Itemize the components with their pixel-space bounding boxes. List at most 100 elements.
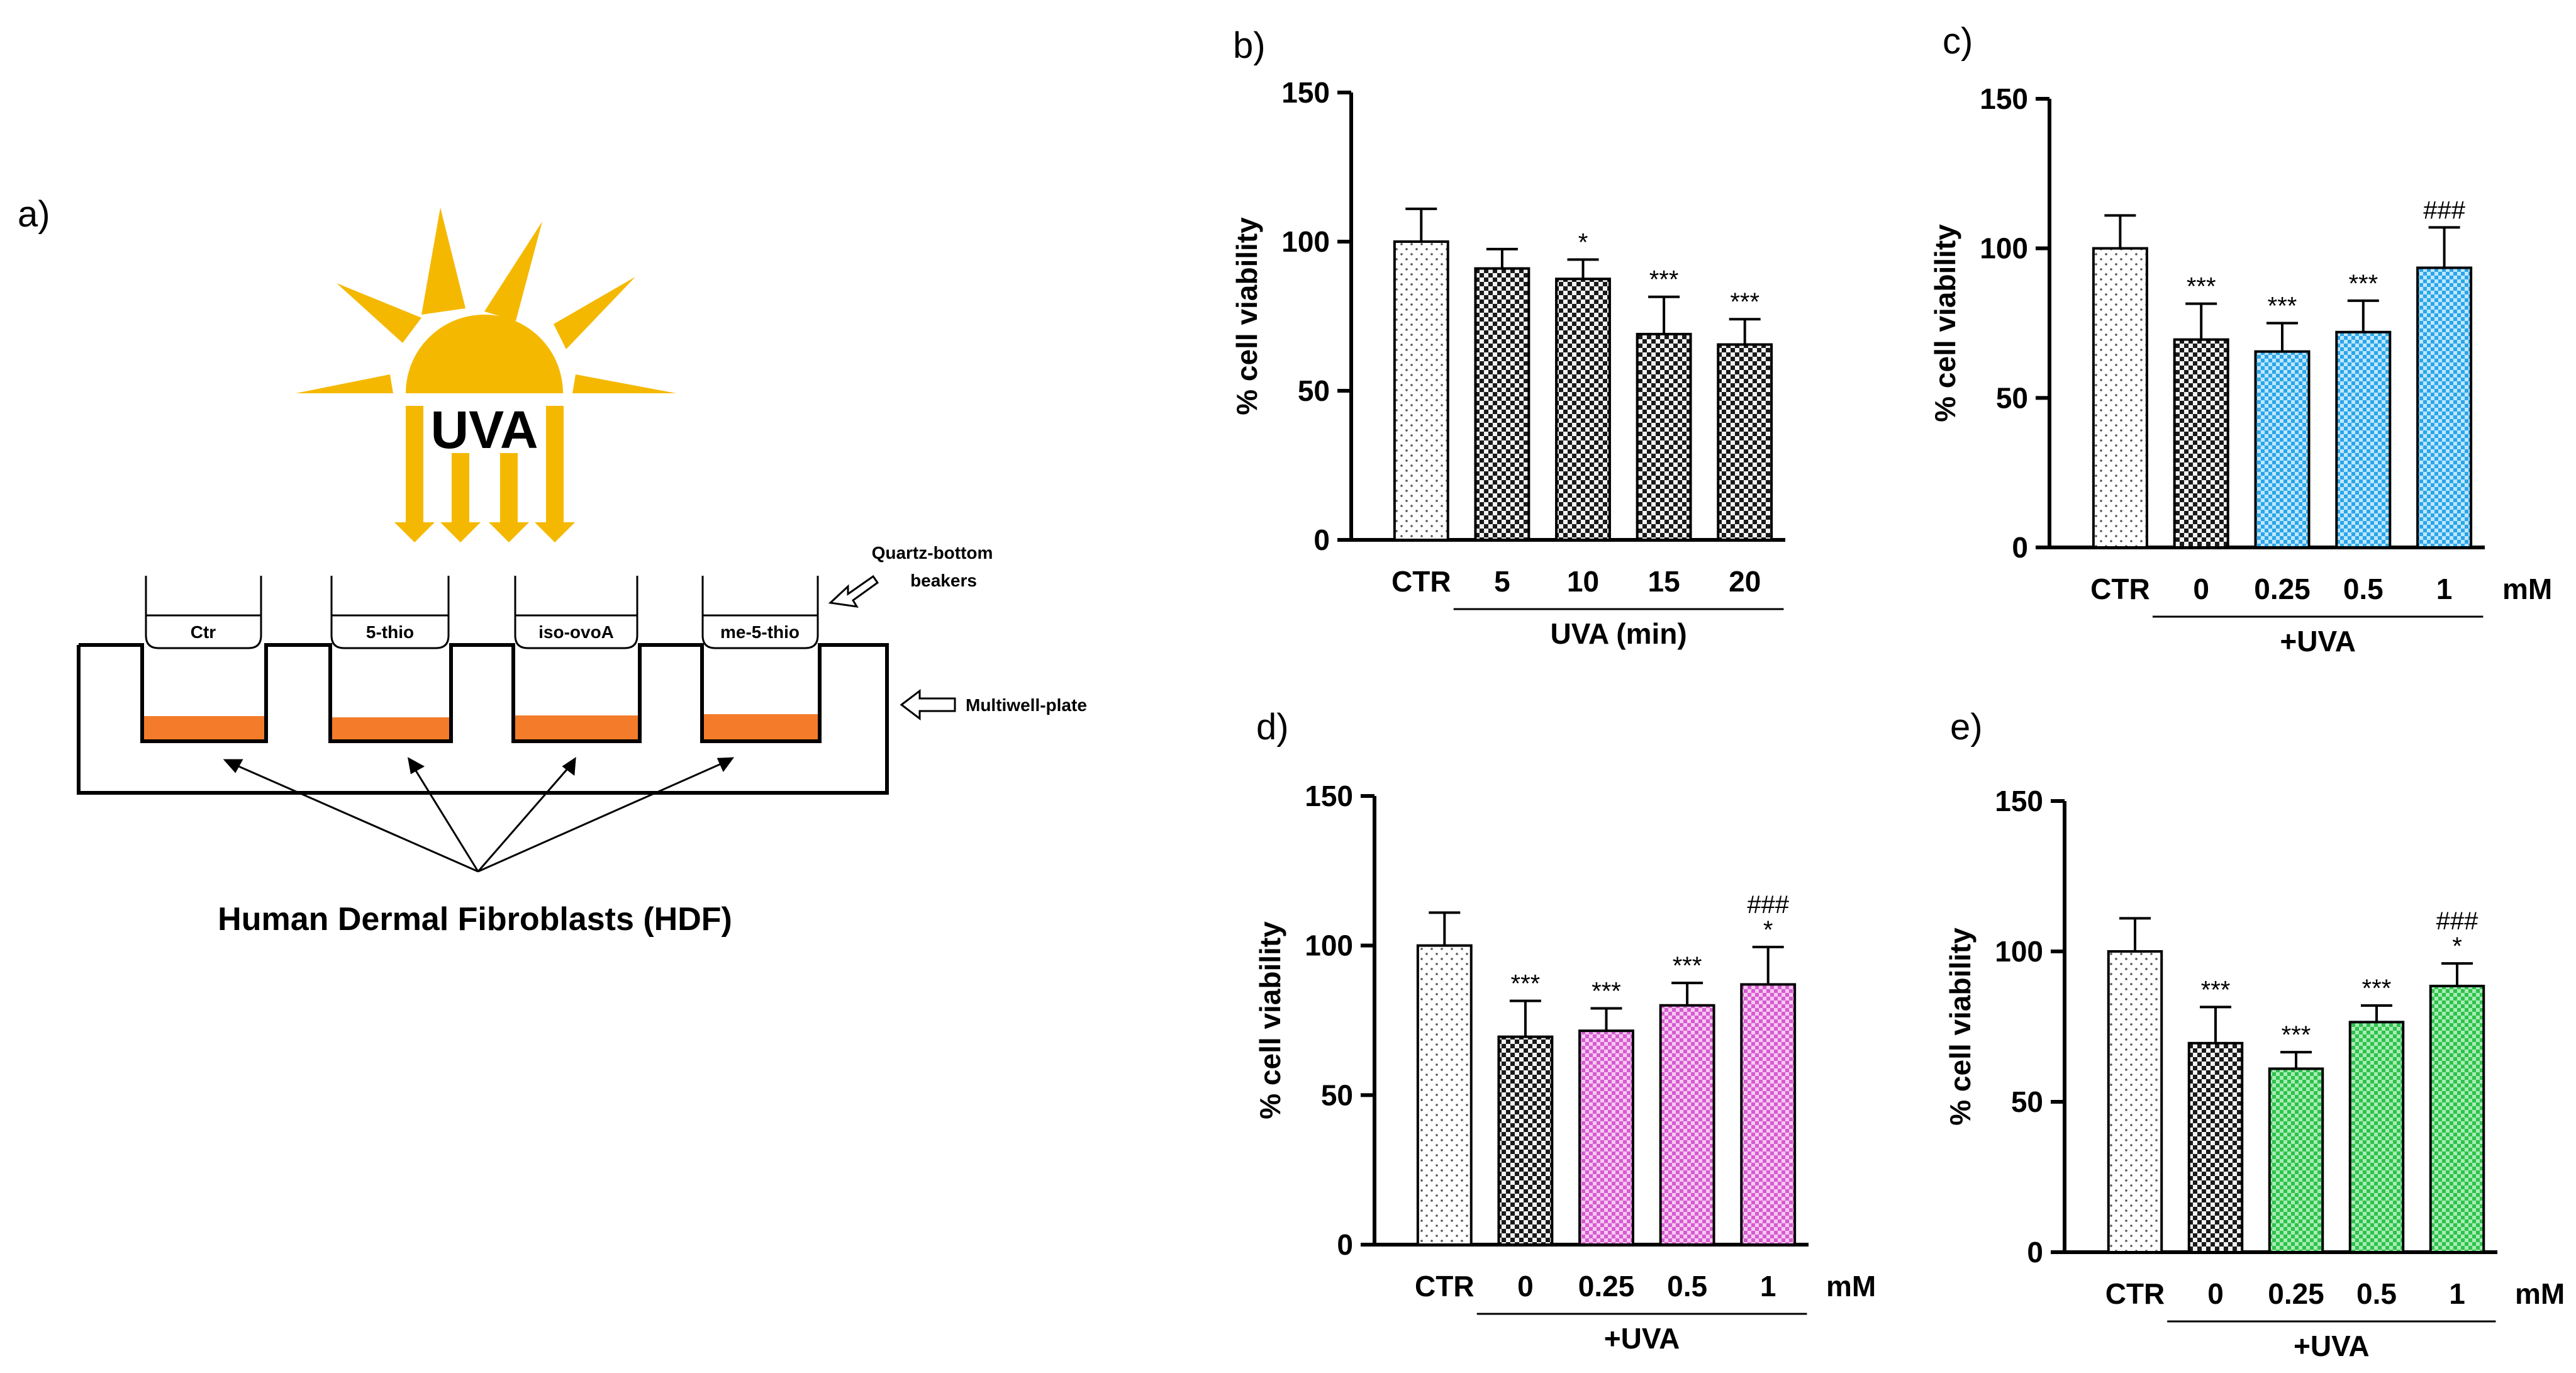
bar — [2107, 950, 2163, 1253]
y-axis-label: % cell viability — [1944, 927, 1977, 1126]
x-tick-label: 0.25 — [2254, 573, 2311, 605]
y-tick-label: 0 — [2027, 1236, 2043, 1269]
y-tick-label: 0 — [2012, 531, 2028, 564]
significance-marker: *** — [1592, 977, 1621, 1005]
y-tick-label: 150 — [1995, 785, 2043, 817]
bar — [2416, 266, 2473, 549]
beaker — [145, 576, 262, 649]
multiwell-plate — [77, 643, 889, 795]
bar — [2173, 338, 2229, 549]
cells-arrows — [223, 757, 735, 873]
unit-label: mM — [2502, 573, 2552, 605]
significance-marker: *** — [1649, 266, 1679, 294]
y-tick-label: 50 — [2011, 1085, 2043, 1118]
panel-label: d) — [1256, 707, 1289, 748]
x-tick-label: 0 — [2193, 573, 2209, 605]
y-tick-label: 50 — [1996, 381, 2028, 414]
y-tick-label: 150 — [1305, 780, 1353, 812]
y-axis-label: % cell viability — [1254, 921, 1286, 1119]
panel-label: b) — [1233, 25, 1266, 66]
bar — [1659, 1004, 1715, 1246]
bar — [1497, 1035, 1554, 1246]
panel-label: e) — [1950, 707, 1983, 748]
x-tick-label: 5 — [1494, 565, 1510, 598]
x-tick-label: 1 — [2449, 1277, 2465, 1310]
group-label: +UVA — [2294, 1330, 2370, 1362]
significance-marker: * — [1763, 916, 1773, 944]
y-tick-label: 100 — [1305, 929, 1353, 962]
y-tick-label: 100 — [1980, 232, 2028, 265]
x-tick-label: 15 — [1648, 565, 1680, 598]
x-tick-label: CTR — [1415, 1270, 1475, 1303]
beaker — [701, 576, 819, 649]
well-medium — [144, 716, 264, 739]
x-tick-label: CTR — [2105, 1277, 2165, 1310]
x-tick-label: 1 — [2436, 573, 2453, 605]
y-axis-label: % cell viability — [1929, 224, 1961, 422]
sun-icon — [296, 208, 676, 542]
beaker-label: 5-thio — [366, 622, 414, 642]
significance-marker: * — [2452, 933, 2462, 960]
beaker — [330, 576, 450, 649]
significance-marker: *** — [2362, 975, 2392, 1002]
beaker-label: me-5-thio — [720, 622, 800, 642]
x-tick-label: 0 — [2207, 1277, 2224, 1310]
bar — [2187, 1041, 2244, 1254]
bar — [2429, 984, 2485, 1253]
y-tick-label: 100 — [1281, 225, 1330, 258]
x-tick-label: CTR — [1391, 565, 1451, 598]
group-label: UVA (min) — [1550, 617, 1687, 650]
y-tick-label: 150 — [1281, 76, 1330, 109]
bar — [1555, 277, 1611, 541]
group-label: +UVA — [2280, 625, 2356, 658]
x-tick-label: 20 — [1729, 565, 1761, 598]
bar — [1474, 267, 1531, 541]
bar — [2348, 1021, 2405, 1253]
significance-marker: *** — [2268, 293, 2297, 320]
bar — [1717, 343, 1773, 542]
panel-label-a: a) — [18, 194, 50, 235]
x-tick-label: CTR — [2090, 573, 2150, 605]
bar — [2335, 330, 2392, 549]
significance-marker: *** — [2187, 273, 2216, 301]
bar — [1416, 944, 1473, 1246]
beaker-label: iso-ovoA — [538, 622, 614, 642]
x-tick-label: 0.5 — [2356, 1277, 2397, 1310]
plate-label: Multiwell-plate — [966, 695, 1087, 715]
significance-marker: ### — [2436, 907, 2478, 935]
bar — [1393, 240, 1449, 541]
uva-label: UVA — [430, 400, 538, 459]
significance-marker: *** — [1673, 952, 1702, 980]
significance-marker: * — [1578, 228, 1588, 256]
significance-marker: *** — [2282, 1021, 2311, 1049]
unit-label: mM — [1826, 1270, 1876, 1303]
beakers-label-line-2: beakers — [910, 571, 977, 590]
cells-label: Human Dermal Fibroblasts (HDF) — [218, 901, 732, 938]
well-medium — [332, 717, 449, 739]
y-tick-label: 0 — [1313, 524, 1330, 556]
significance-marker: ### — [2423, 196, 2465, 224]
panel-label: c) — [1943, 21, 1973, 62]
y-tick-label: 50 — [1298, 374, 1330, 407]
x-tick-label: 0.5 — [2343, 573, 2384, 605]
bar — [2268, 1067, 2324, 1254]
beakers-pointer-arrow-icon — [828, 574, 879, 608]
bar — [2092, 247, 2148, 549]
chart-panel-c: c) 0 50 100 150 % cell viability CTR 0 *** 0.25 **… — [1929, 21, 2552, 658]
significance-marker: *** — [1730, 288, 1759, 316]
beaker-label: Ctr — [191, 622, 216, 642]
bar — [1740, 983, 1797, 1246]
bar — [1578, 1029, 1634, 1247]
significance-marker: *** — [2201, 976, 2231, 1004]
plate-pointer-arrow-icon — [900, 688, 956, 721]
y-tick-label: 0 — [1337, 1228, 1353, 1261]
x-tick-label: 0.5 — [1667, 1270, 1707, 1303]
bar — [1636, 332, 1692, 541]
y-tick-label: 50 — [1321, 1079, 1353, 1111]
y-axis-label: % cell viability — [1230, 217, 1263, 415]
x-tick-label: 1 — [1760, 1270, 1776, 1303]
x-tick-label: 10 — [1567, 565, 1599, 598]
